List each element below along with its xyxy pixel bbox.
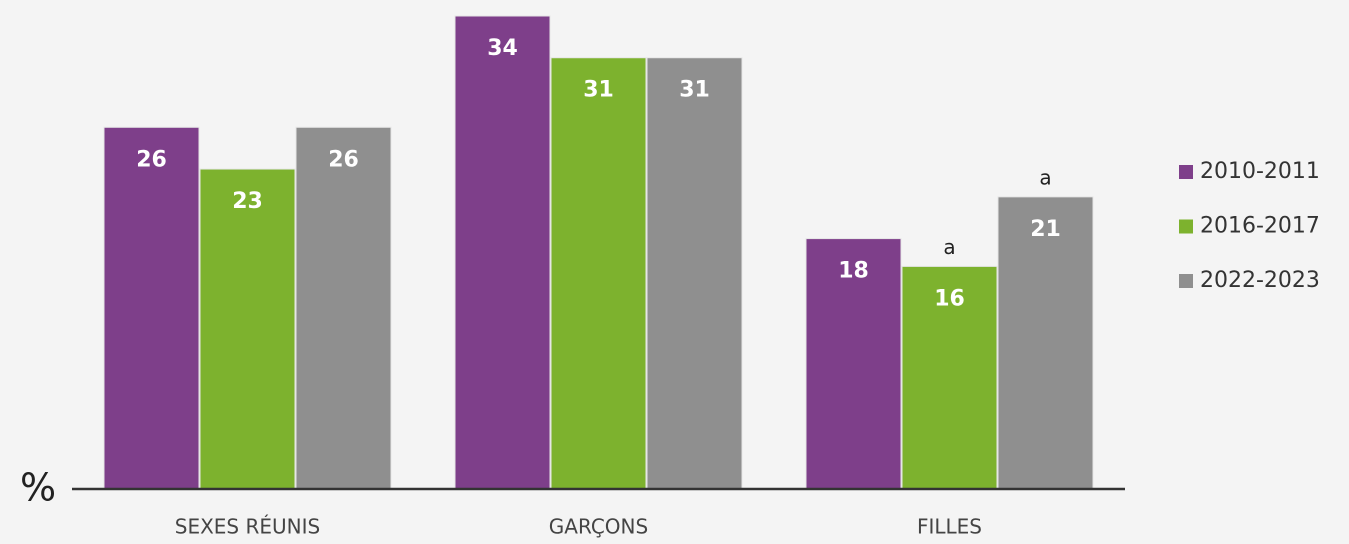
value-label: 26 bbox=[328, 147, 359, 172]
value-label: 26 bbox=[136, 147, 167, 172]
value-label: 16 bbox=[934, 286, 965, 311]
value-label: 31 bbox=[583, 78, 614, 103]
value-label: 23 bbox=[232, 189, 263, 214]
bar bbox=[805, 238, 902, 490]
bar bbox=[997, 196, 1094, 490]
bar bbox=[550, 57, 647, 490]
legend-swatch bbox=[1179, 165, 1193, 179]
legend-label: 2010-2011 bbox=[1200, 159, 1320, 184]
legend-label: 2022-2023 bbox=[1200, 268, 1320, 293]
bar bbox=[454, 15, 551, 490]
annotation: a bbox=[1039, 165, 1051, 189]
x-tick-label: GARÇONS bbox=[549, 515, 648, 539]
bar bbox=[199, 168, 296, 490]
x-tick-label: SEXES RÉUNIS bbox=[175, 515, 320, 539]
bar bbox=[295, 126, 392, 490]
legend-swatch bbox=[1179, 274, 1193, 288]
value-label: 31 bbox=[679, 78, 710, 103]
bar bbox=[103, 126, 200, 490]
value-label: 21 bbox=[1030, 217, 1061, 242]
value-label: 34 bbox=[487, 36, 518, 61]
bar bbox=[901, 265, 998, 490]
value-label: 18 bbox=[838, 259, 869, 284]
legend-label: 2016-2017 bbox=[1200, 214, 1320, 239]
annotation: a bbox=[943, 235, 955, 259]
legend-swatch bbox=[1179, 219, 1193, 234]
bar bbox=[646, 57, 743, 490]
y-axis-label: % bbox=[20, 466, 56, 510]
x-tick-label: FILLES bbox=[917, 515, 982, 539]
